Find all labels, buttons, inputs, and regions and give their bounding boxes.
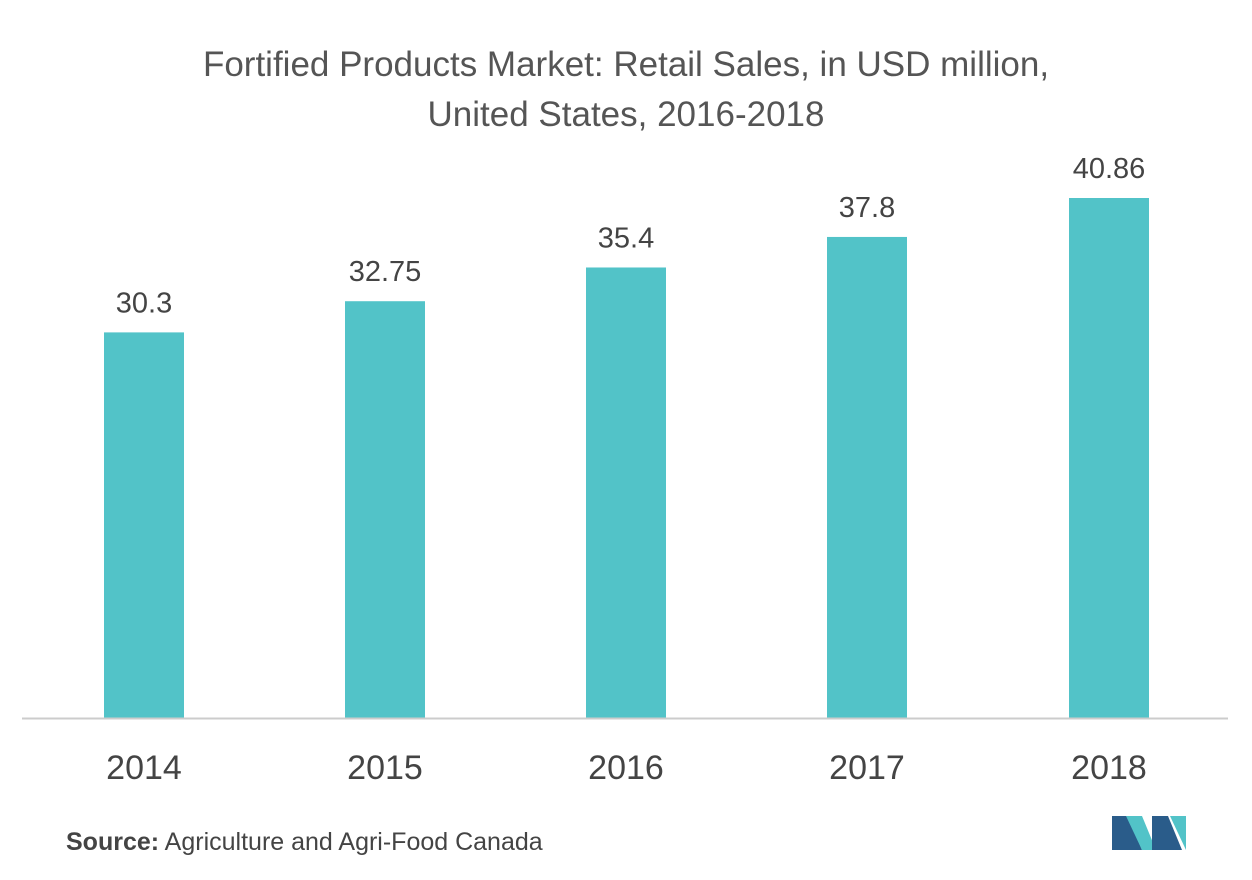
bar-2017 (827, 236, 907, 718)
data-label-2016: 35.4 (598, 222, 654, 254)
x-tick-label-2015: 2015 (347, 749, 423, 787)
bar-2014 (104, 332, 184, 718)
data-label-2017: 37.8 (839, 192, 895, 224)
x-tick-label-2018: 2018 (1071, 749, 1147, 787)
logo-shape-right (1152, 816, 1182, 850)
mordor-logo-icon (1112, 816, 1186, 850)
chart-title: Fortified Products Market: Retail Sales,… (202, 45, 1050, 84)
bar-2015 (345, 301, 425, 718)
chart-title-block: Fortified Products Market: Retail Sales,… (0, 40, 1252, 140)
source-note: Source: Agriculture and Agri-Food Canada (66, 828, 543, 857)
logo-shape-edge (1170, 816, 1186, 850)
data-label-2015: 32.75 (349, 256, 422, 288)
x-tick-label-2017: 2017 (829, 749, 905, 787)
x-tick-label-2016: 2016 (588, 749, 664, 787)
logo-shape-mid (1126, 816, 1156, 850)
x-tick-label-2014: 2014 (106, 749, 182, 787)
data-label-2014: 30.3 (116, 287, 172, 319)
logo-shape-left (1112, 816, 1142, 850)
bar-chart: 30.3 2014 32.75 2015 35.4 2016 37.8 2017 40.86 20… (22, 153, 1228, 787)
source-text: Agriculture and Agri-Food Canada (164, 828, 543, 856)
bar-2016 (586, 267, 666, 718)
data-label-2018: 40.86 (1073, 153, 1146, 185)
chart-subtitle: United States, 2016-2018 (427, 95, 825, 134)
source-label: Source: (66, 828, 160, 856)
bar-2018 (1069, 198, 1149, 718)
